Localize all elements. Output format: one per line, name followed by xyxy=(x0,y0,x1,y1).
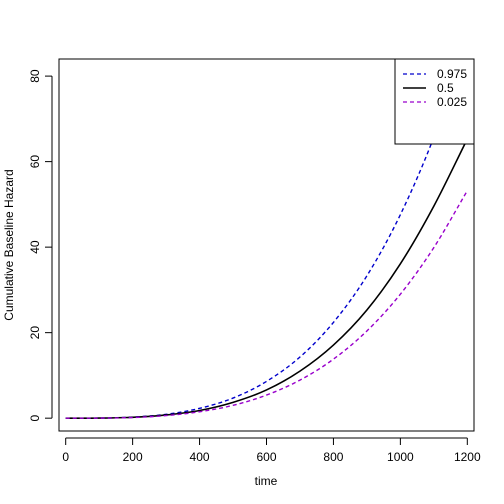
legend-box xyxy=(394,58,475,145)
y-axis-label: Cumulative Baseline Hazard xyxy=(2,169,16,320)
series-group xyxy=(65,59,469,419)
x-tick-label: 800 xyxy=(323,450,343,464)
series-line-1 xyxy=(65,138,469,419)
y-tick-label: 60 xyxy=(28,155,42,169)
x-tick-label: 200 xyxy=(123,450,143,464)
legend-label-2: 0.025 xyxy=(437,95,467,109)
y-tick-label: 20 xyxy=(28,326,42,340)
x-tick-label: 400 xyxy=(190,450,210,464)
series-line-2 xyxy=(65,190,468,419)
legend-label-1: 0.5 xyxy=(437,81,454,95)
legend-label-0: 0.975 xyxy=(437,67,467,81)
x-tick-label: 0 xyxy=(62,450,69,464)
plot-area-frame xyxy=(58,58,475,432)
y-tick-label: 0 xyxy=(28,415,42,422)
y-axis: 0 20 40 60 80 xyxy=(28,69,53,422)
x-axis: 0 200 400 600 800 1000 1200 xyxy=(62,437,481,464)
y-tick-label: 40 xyxy=(28,240,42,254)
x-tick-label: 1000 xyxy=(387,450,414,464)
x-axis-label: time xyxy=(255,474,278,488)
x-tick-label: 1200 xyxy=(454,450,481,464)
x-tick-label: 600 xyxy=(256,450,276,464)
y-tick-label: 80 xyxy=(28,69,42,83)
